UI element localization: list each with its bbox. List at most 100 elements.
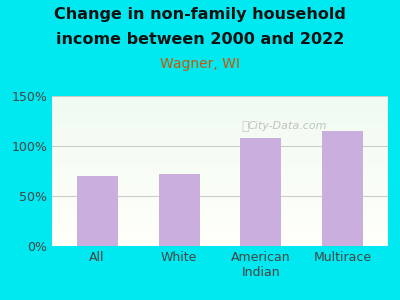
Bar <box>52 114 388 116</box>
Bar <box>52 219 388 220</box>
Bar <box>52 212 388 213</box>
Bar <box>52 142 388 144</box>
Bar <box>52 237 388 238</box>
Bar <box>52 154 388 156</box>
Bar <box>52 102 388 104</box>
Bar <box>52 183 388 184</box>
Bar <box>52 243 388 244</box>
Bar <box>52 189 388 190</box>
Bar <box>52 140 388 141</box>
Bar <box>52 169 388 171</box>
Bar <box>52 116 388 117</box>
Bar <box>52 118 388 120</box>
Bar <box>52 176 388 177</box>
Bar <box>52 111 388 112</box>
Bar <box>52 99 388 100</box>
Bar <box>52 224 388 225</box>
Bar <box>52 123 388 124</box>
Bar <box>52 130 388 132</box>
Bar <box>52 216 388 218</box>
Bar <box>52 135 388 136</box>
Bar <box>52 159 388 160</box>
Bar <box>52 206 388 207</box>
Bar <box>52 230 388 231</box>
Bar <box>52 122 388 123</box>
Bar <box>52 184 388 186</box>
Bar <box>52 129 388 130</box>
Bar <box>52 144 388 146</box>
Bar <box>52 124 388 126</box>
Bar <box>52 167 388 168</box>
Bar <box>52 98 388 99</box>
Bar <box>52 200 388 201</box>
Bar <box>52 180 388 182</box>
Bar <box>52 218 388 219</box>
Bar <box>52 171 388 172</box>
Bar <box>52 100 388 102</box>
Bar <box>52 204 388 206</box>
Bar <box>52 186 388 188</box>
Bar <box>52 190 388 192</box>
Bar <box>52 168 388 170</box>
Bar <box>52 240 388 242</box>
Bar <box>52 222 388 224</box>
Bar <box>52 148 388 150</box>
Bar <box>52 213 388 214</box>
Bar <box>52 174 388 176</box>
Bar <box>52 138 388 140</box>
Bar <box>52 192 388 194</box>
Bar <box>52 228 388 230</box>
Bar <box>158 174 200 246</box>
Bar <box>52 196 388 198</box>
Bar <box>52 172 388 174</box>
Bar <box>52 153 388 154</box>
Bar <box>52 208 388 210</box>
Bar <box>52 162 388 164</box>
Bar <box>52 244 388 246</box>
Bar <box>52 202 388 204</box>
Bar <box>52 226 388 228</box>
Bar <box>52 132 388 134</box>
Text: City-Data.com: City-Data.com <box>248 121 327 131</box>
Bar <box>52 225 388 226</box>
Bar <box>52 242 388 243</box>
Bar <box>240 138 282 246</box>
Bar <box>52 103 388 105</box>
Text: ⓘ: ⓘ <box>242 119 249 133</box>
Bar <box>52 232 388 234</box>
Bar <box>52 188 388 189</box>
Bar <box>52 198 388 200</box>
Bar <box>52 110 388 111</box>
Bar <box>52 156 388 158</box>
Bar <box>52 106 388 108</box>
Bar <box>52 164 388 165</box>
Bar <box>52 160 388 162</box>
Bar <box>52 207 388 208</box>
Bar <box>52 194 388 195</box>
Bar <box>52 117 388 118</box>
Text: income between 2000 and 2022: income between 2000 and 2022 <box>56 32 344 46</box>
Bar <box>76 176 118 246</box>
Bar <box>52 238 388 240</box>
Bar <box>52 236 388 237</box>
Bar <box>52 120 388 122</box>
Bar <box>52 201 388 202</box>
Bar <box>52 165 388 166</box>
Bar <box>52 108 388 110</box>
Bar <box>52 177 388 178</box>
Bar <box>52 146 388 147</box>
Bar <box>52 182 388 183</box>
Bar <box>52 220 388 222</box>
Bar <box>52 128 388 129</box>
Bar <box>52 141 388 142</box>
Bar <box>52 112 388 114</box>
Bar <box>52 195 388 196</box>
Bar <box>52 231 388 232</box>
Text: Wagner, WI: Wagner, WI <box>160 57 240 71</box>
Bar <box>52 234 388 236</box>
Bar <box>52 150 388 152</box>
Bar <box>52 210 388 212</box>
Bar <box>52 158 388 159</box>
Bar <box>52 214 388 216</box>
Bar <box>52 134 388 135</box>
